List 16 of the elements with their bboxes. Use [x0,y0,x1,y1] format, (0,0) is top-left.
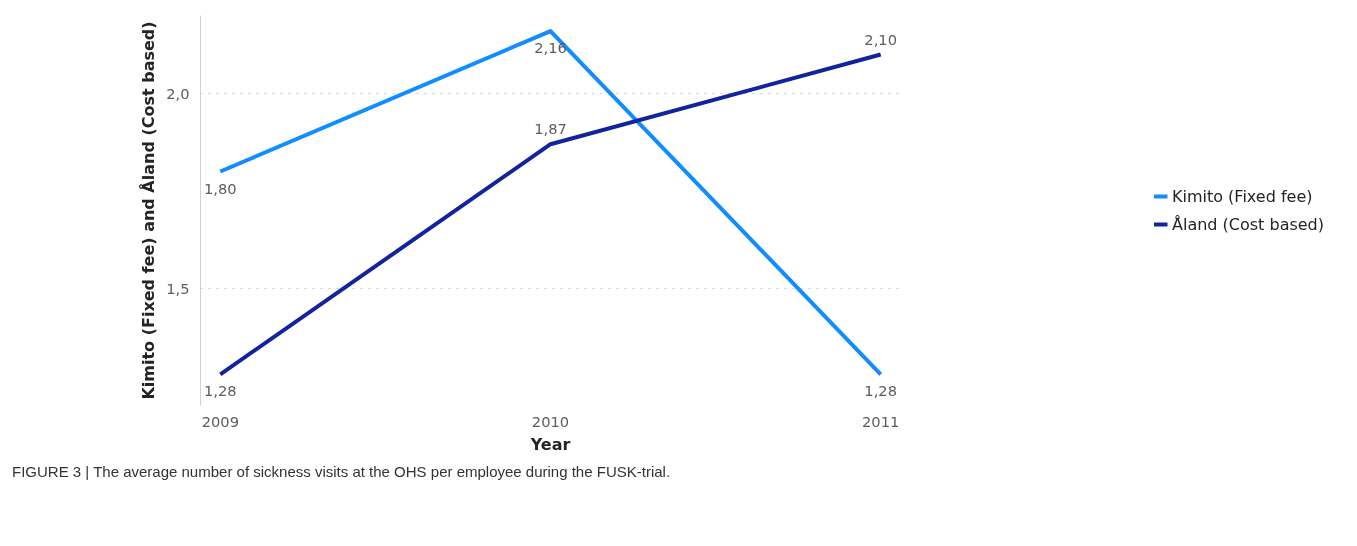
x-tick-label: 2010 [531,412,570,430]
y-axis-title: Kimito (Fixed fee) and Åland (Cost based) [139,21,159,400]
x-axis-title: Year [529,434,571,454]
data-label: 2,10 [864,30,898,48]
x-tick-label: 2011 [862,412,900,430]
y-tick-label: 1,5 [166,279,190,297]
caption: FIGURE 3 | The average number of sickness visits at the OHS per employee during the FUSK-trial. [12,462,671,482]
data-label: 1,28 [864,382,898,400]
data-label: 2,16 [534,39,567,57]
y-tick-label: 2,0 [166,84,190,102]
data-label: 1,80 [203,179,237,197]
data-label: 1,87 [534,120,567,138]
data-label: 1,28 [203,382,237,400]
x-tick-label: 2009 [201,412,239,430]
legend-label: Åland (Cost based) [1171,214,1325,234]
legend-label: Kimito (Fixed fee) [1171,186,1313,206]
